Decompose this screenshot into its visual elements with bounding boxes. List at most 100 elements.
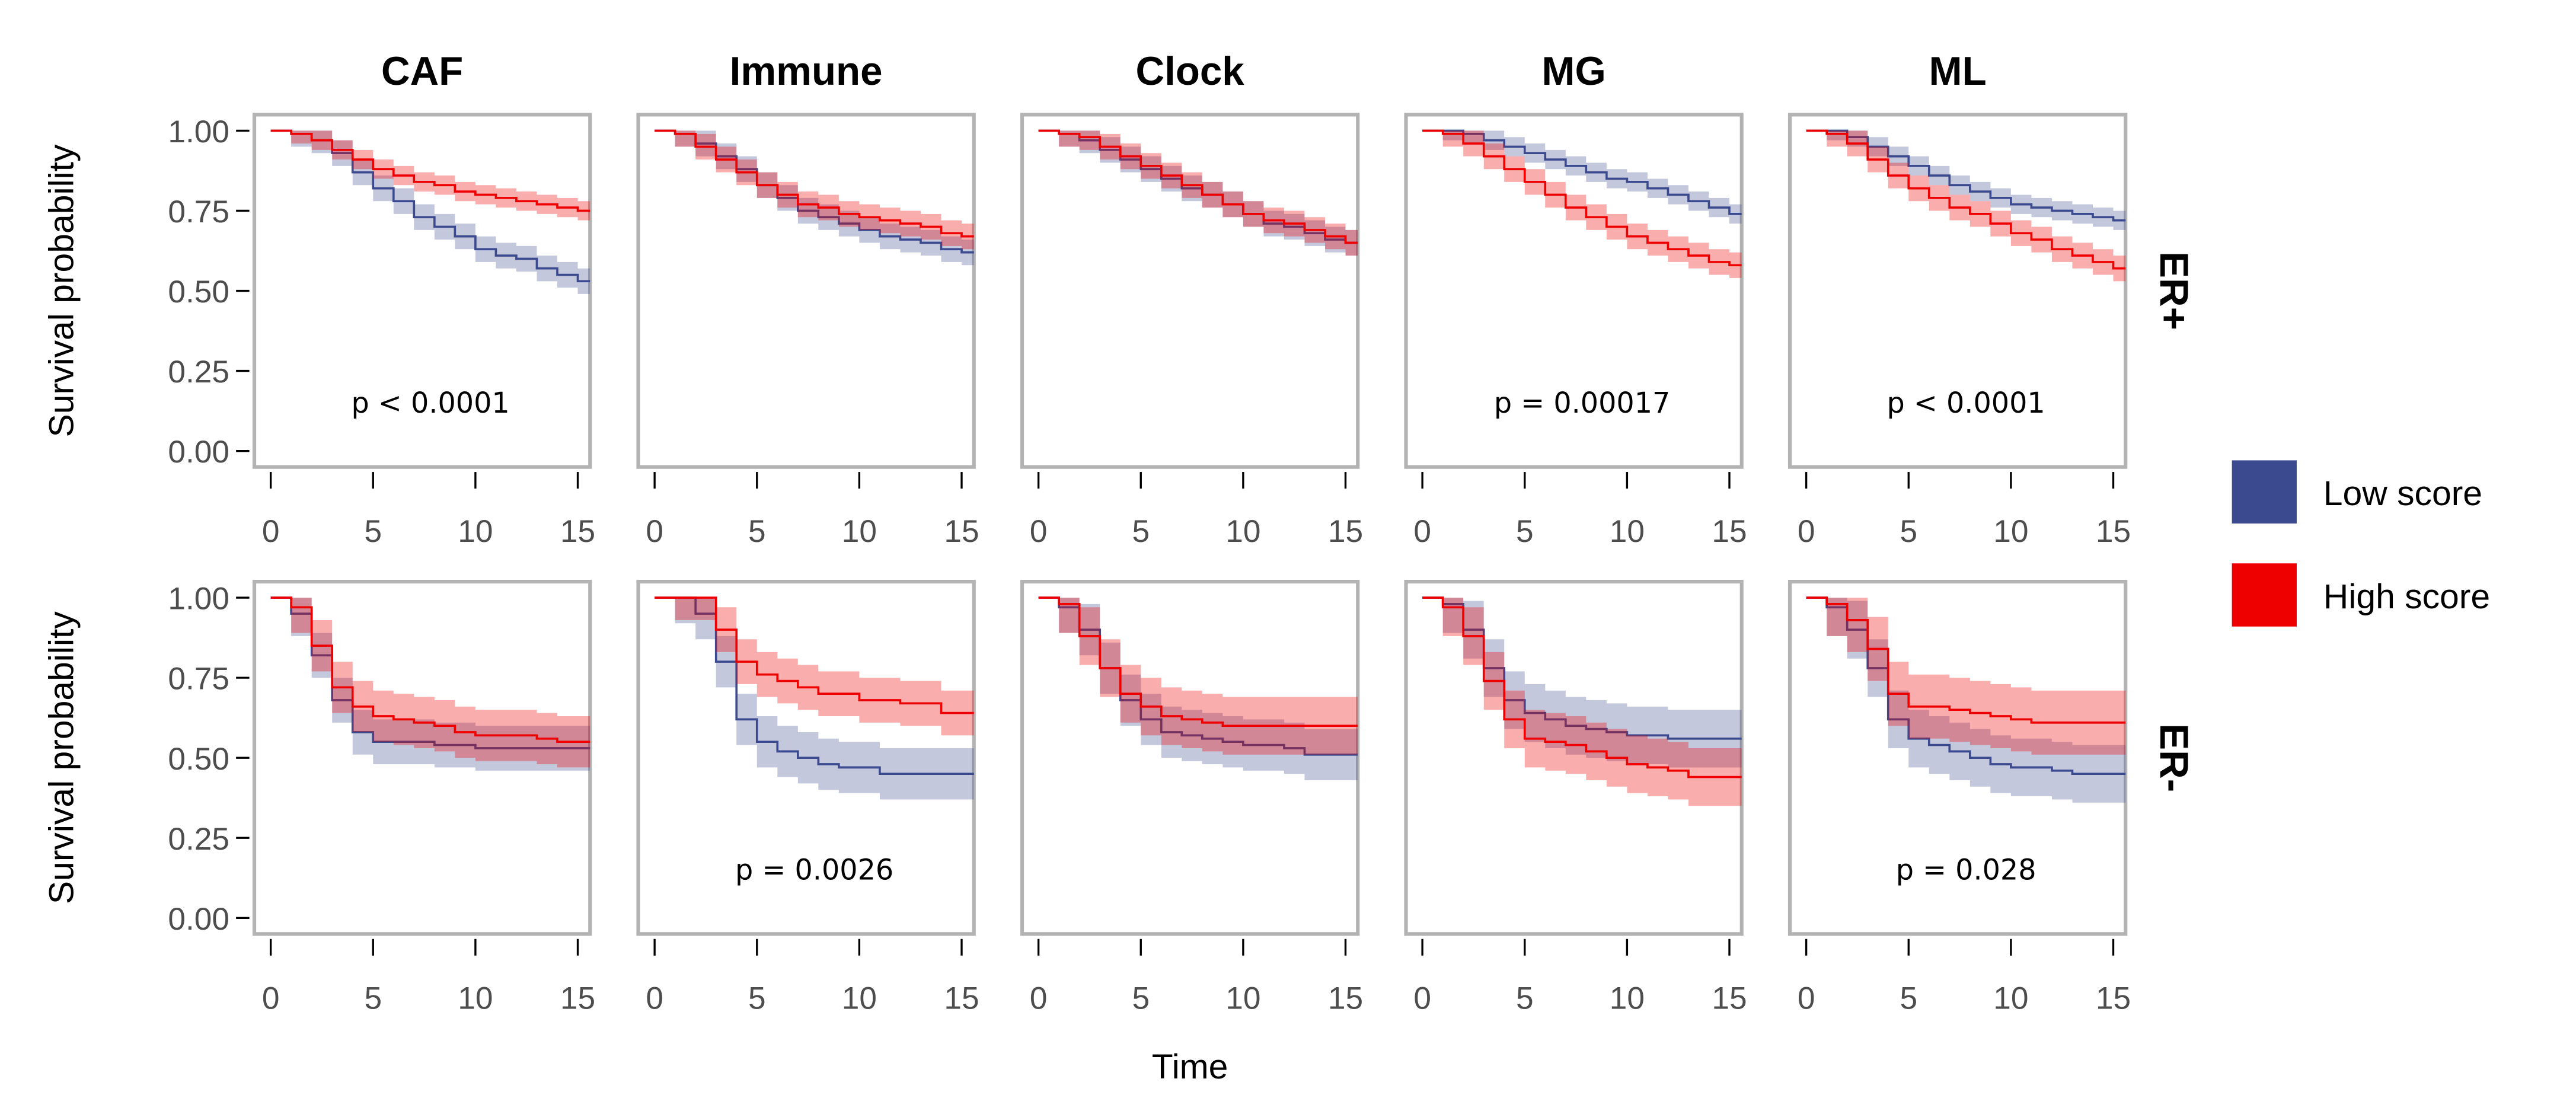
y-tick-label: 0.00 (168, 435, 229, 470)
high-score-ci-band (1038, 130, 1358, 256)
panel-border (252, 113, 592, 469)
low-score-ci-band (655, 598, 974, 800)
high-score-curve (1422, 129, 1742, 267)
x-tick-label: 10 (1610, 981, 1645, 1016)
x-tick-label: 0 (1798, 514, 1815, 549)
low-score-curve (1806, 596, 2126, 776)
x-tick-label: 15 (944, 514, 979, 549)
high-score-ci-band (1422, 130, 1742, 278)
column-title: Immune (730, 49, 883, 94)
panel-ER--MG: 0 5 10 15 (1404, 579, 1747, 1016)
panel-ER+-ML: p < 0.0001 0 5 10 15 (1787, 113, 2131, 549)
high-score-curve (1422, 596, 1742, 778)
x-tick-label: 15 (560, 981, 595, 1016)
x-tick-label: 5 (748, 514, 766, 549)
x-tick-label: 15 (1712, 981, 1747, 1016)
panel-border (1404, 113, 1744, 469)
panel-ER--Immune: p = 0.0026 0 5 10 15 (636, 579, 979, 1016)
low-score-curve (1422, 596, 1742, 740)
x-tick-label: 10 (458, 514, 493, 549)
y-axis-title: Survival probability (42, 611, 81, 905)
panel-border (1020, 113, 1360, 469)
x-tick-label: 10 (1993, 514, 2028, 549)
high-score-curve (655, 129, 974, 238)
x-tick-label: 10 (1993, 981, 2028, 1016)
x-tick-label: 5 (1132, 981, 1150, 1016)
y-tick-label: 1.00 (168, 582, 229, 617)
high-score-curve (1038, 596, 1358, 727)
x-axis-title: Time (1152, 1048, 1228, 1086)
low-score-ci-band (1422, 130, 1742, 224)
panel-ER--Clock: 0 5 10 15 (1020, 579, 1363, 1016)
x-tick-label: 5 (364, 981, 382, 1016)
low-score-ci-band (1422, 598, 1742, 768)
low-score-curve (1806, 129, 2126, 222)
high-score-ci-band (1806, 130, 2126, 282)
legend-label: High score (2323, 577, 2490, 616)
x-tick-label: 10 (458, 981, 493, 1016)
x-tick-label: 0 (1413, 514, 1431, 549)
high-score-ci-band (1422, 598, 1742, 806)
y-axis-title: Survival probability (42, 144, 81, 438)
x-tick-label: 0 (1798, 981, 1815, 1016)
x-tick-label: 10 (1610, 514, 1645, 549)
x-tick-label: 15 (2096, 514, 2131, 549)
x-tick-label: 0 (1030, 514, 1048, 549)
x-tick-label: 15 (1328, 514, 1363, 549)
low-score-ci-band (270, 130, 590, 294)
column-title: Clock (1136, 49, 1245, 94)
panel-ER--ML: p = 0.028 0 5 10 15 (1787, 579, 2131, 1016)
y-tick-label: 0.00 (168, 902, 229, 937)
p-value-label: p = 0.00017 (1494, 387, 1670, 420)
x-tick-label: 5 (364, 514, 382, 549)
y-tick-label: 0.75 (168, 662, 229, 697)
x-tick-label: 0 (1030, 981, 1048, 1016)
panel-border (1787, 113, 2128, 469)
x-tick-label: 0 (262, 514, 280, 549)
x-tick-label: 15 (560, 514, 595, 549)
p-value-label: p = 0.028 (1896, 854, 2036, 886)
x-tick-label: 0 (262, 981, 280, 1016)
high-score-legend-swatch (2232, 563, 2297, 627)
y-tick-label: 0.50 (168, 275, 229, 309)
x-tick-label: 15 (1712, 514, 1747, 549)
high-score-curve (655, 596, 974, 714)
y-tick-label: 1.00 (168, 114, 229, 149)
column-title: CAF (381, 49, 463, 94)
high-score-ci-band (270, 598, 590, 768)
panel-ER+-Immune: 0 5 10 15 (636, 113, 979, 549)
low-score-curve (270, 596, 590, 749)
y-tick-label: 0.50 (168, 742, 229, 777)
x-tick-label: 0 (1413, 981, 1431, 1016)
low-score-curve (1422, 129, 1742, 215)
panel-ER--CAF: 0 5 10 15 (252, 579, 595, 1016)
p-value-label: p < 0.0001 (1887, 387, 2045, 420)
row-title: ER+ (2152, 251, 2196, 330)
high-score-curve (1806, 129, 2126, 270)
column-title: MG (1541, 49, 1605, 94)
panel-border (636, 579, 976, 936)
panel-ER+-Clock: 0 5 10 15 (1020, 113, 1363, 549)
x-tick-label: 10 (842, 981, 877, 1016)
column-title: ML (1929, 49, 1987, 94)
y-tick-label: 0.25 (168, 355, 229, 390)
row-title: ER- (2152, 723, 2196, 792)
x-tick-label: 15 (2096, 981, 2131, 1016)
panel-border (1020, 579, 1360, 936)
x-tick-label: 5 (1516, 514, 1534, 549)
low-score-curve (1038, 596, 1358, 756)
low-score-legend-swatch (2232, 460, 2297, 524)
panel-border (1404, 579, 1744, 936)
x-tick-label: 10 (1225, 514, 1260, 549)
x-tick-label: 15 (1328, 981, 1363, 1016)
x-tick-label: 0 (646, 981, 663, 1016)
x-tick-label: 5 (1900, 981, 1917, 1016)
p-value-label: p = 0.0026 (735, 854, 893, 886)
x-tick-label: 5 (1516, 981, 1534, 1016)
x-tick-label: 5 (1132, 514, 1150, 549)
high-score-curve (270, 129, 590, 212)
panel-border (252, 579, 592, 936)
x-tick-label: 10 (842, 514, 877, 549)
x-tick-label: 5 (1900, 514, 1917, 549)
